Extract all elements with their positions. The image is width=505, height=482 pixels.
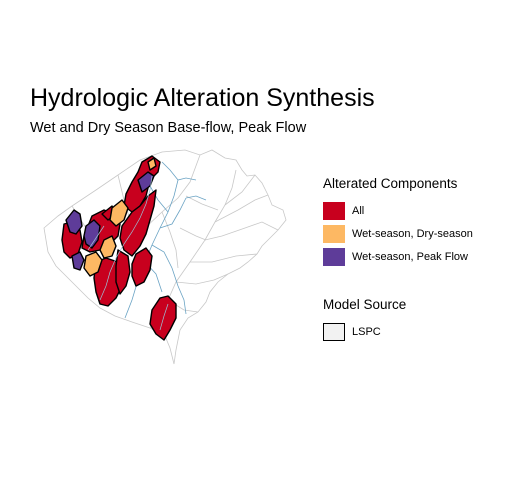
- legend-swatch-lspc: [323, 322, 345, 341]
- subbasin-wetdry-4: [147, 157, 157, 171]
- legend-swatch-wet-dry: [323, 224, 345, 243]
- legend-label-wet-peak: Wet-season, Peak Flow: [352, 250, 468, 263]
- legend-label-wet-dry: Wet-season, Dry-season: [352, 227, 473, 240]
- subbasin-wetdry-3: [83, 251, 103, 277]
- subbasin-wetdry-2: [99, 235, 117, 259]
- subbasin-wetpeak-1: [65, 209, 83, 235]
- subbasin-wetpeak-3: [137, 171, 155, 193]
- legend-item-wet-peak: Wet-season, Peak Flow: [323, 245, 473, 268]
- page-title: Hydrologic Alteration Synthesis: [30, 84, 375, 112]
- legend-item-all: All: [323, 199, 473, 222]
- subbasins-wet-peak: [65, 171, 155, 271]
- legend-components-title: Alterated Components: [323, 176, 458, 191]
- legend-components: Alterated Components All Wet-season, Dry…: [323, 176, 473, 268]
- subbasin-wetpeak-2: [83, 219, 101, 249]
- stream-network-overlay: [87, 175, 169, 331]
- legend-label-lspc: LSPC: [352, 325, 381, 338]
- legend-swatch-wet-peak: [323, 247, 345, 266]
- subbasins-wet-dry: [83, 157, 157, 277]
- subbasin-all-8: [149, 295, 177, 341]
- legend-item-wet-dry: Wet-season, Dry-season: [323, 222, 473, 245]
- legend-item-lspc: LSPC: [323, 320, 406, 343]
- legend-label-all: All: [352, 204, 365, 217]
- legend-swatch-all: [323, 201, 345, 220]
- subbasin-all-6: [115, 249, 131, 295]
- subbasin-wetpeak-4: [71, 251, 85, 271]
- subbasin-wetdry-1: [109, 199, 129, 227]
- legend-source: Model Source LSPC: [323, 297, 406, 343]
- page-subtitle: Wet and Dry Season Base-flow, Peak Flow: [30, 120, 307, 136]
- legend-source-title: Model Source: [323, 297, 407, 312]
- subbasin-all-7: [131, 247, 153, 287]
- stream-network: [124, 161, 207, 319]
